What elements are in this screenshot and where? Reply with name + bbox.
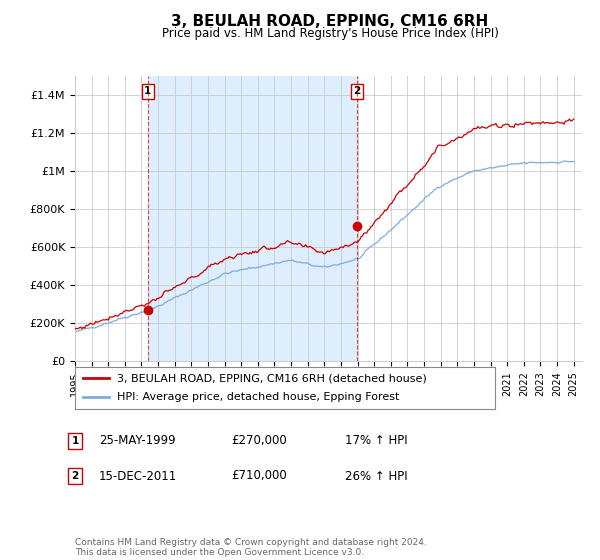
Text: £710,000: £710,000 <box>231 469 287 483</box>
Text: 17% ↑ HPI: 17% ↑ HPI <box>345 434 407 447</box>
Text: 2: 2 <box>71 471 79 481</box>
Text: 25-MAY-1999: 25-MAY-1999 <box>99 434 176 447</box>
Text: 1: 1 <box>71 436 79 446</box>
Text: 15-DEC-2011: 15-DEC-2011 <box>99 469 177 483</box>
Text: 3, BEULAH ROAD, EPPING, CM16 6RH (detached house): 3, BEULAH ROAD, EPPING, CM16 6RH (detach… <box>117 373 427 383</box>
Text: 3, BEULAH ROAD, EPPING, CM16 6RH: 3, BEULAH ROAD, EPPING, CM16 6RH <box>172 14 488 29</box>
Text: Contains HM Land Registry data © Crown copyright and database right 2024.
This d: Contains HM Land Registry data © Crown c… <box>75 538 427 557</box>
Text: 26% ↑ HPI: 26% ↑ HPI <box>345 469 407 483</box>
Text: Price paid vs. HM Land Registry's House Price Index (HPI): Price paid vs. HM Land Registry's House … <box>161 27 499 40</box>
Bar <box>148 76 357 361</box>
Text: £270,000: £270,000 <box>231 434 287 447</box>
Text: HPI: Average price, detached house, Epping Forest: HPI: Average price, detached house, Eppi… <box>117 393 400 403</box>
Text: 2: 2 <box>353 86 361 96</box>
Text: 1: 1 <box>144 86 151 96</box>
